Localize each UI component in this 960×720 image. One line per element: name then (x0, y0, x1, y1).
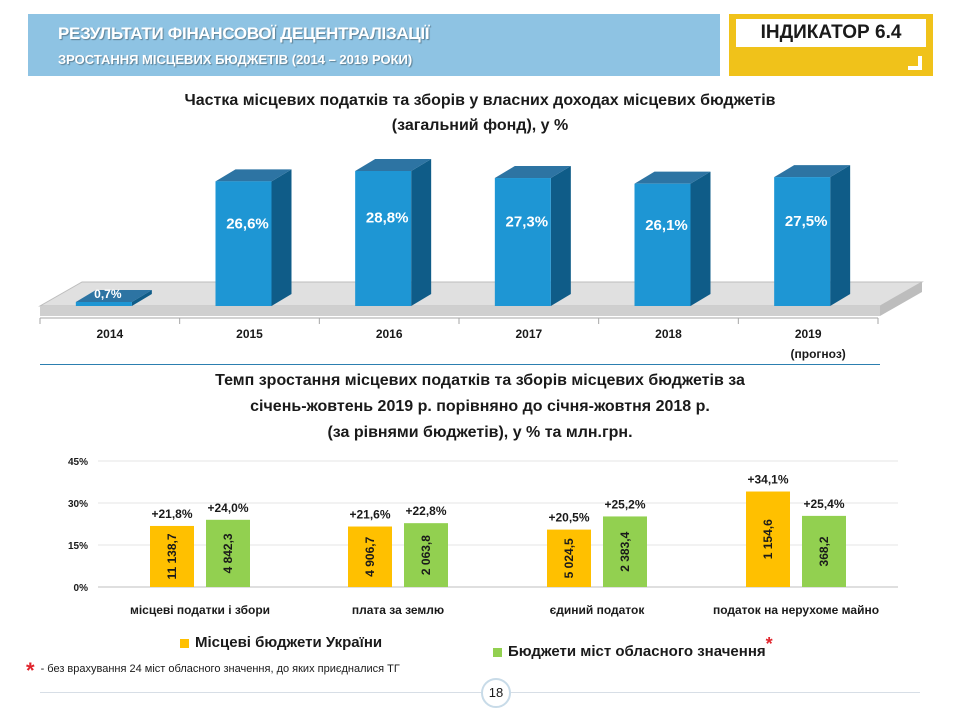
footnote-star: * (26, 658, 35, 683)
chart2-x-tick-label: податок на нерухоме майно (713, 603, 879, 617)
chart2-x-tick-label: єдиний податок (550, 603, 646, 617)
chart2-amount-label: 4 842,3 (221, 533, 235, 573)
chart2-y-tick-label: 15% (68, 541, 88, 552)
chart1-floor-front (40, 306, 880, 316)
chart2-growth-label: +21,8% (151, 507, 192, 521)
chart2-bar (802, 515, 846, 587)
chart1-bar-side (830, 165, 851, 306)
legend-label-2: Бюджети міст обласного значення (508, 643, 766, 660)
chart1-bar-side (131, 290, 152, 306)
chart2-bar (603, 516, 647, 587)
chart2-bar (348, 526, 392, 587)
chart1-bar-top (774, 165, 851, 178)
chart2-amount-label: 2 063,8 (419, 535, 433, 575)
legend-swatch-orange (180, 638, 189, 648)
chart1-x-tick-label: 2015 (236, 327, 263, 341)
chart2-title-line1: Темп зростання місцевих податків та збор… (215, 372, 745, 389)
chart1-bar (774, 177, 831, 306)
chart1-bar-top (355, 159, 432, 171)
page-number: 18 (481, 678, 511, 708)
chart2-bar (746, 491, 790, 587)
chart1-title: Частка місцевих податків та зборів у вла… (120, 88, 840, 138)
chart2-bar (150, 525, 194, 587)
chart1-x-sublabel: (прогноз) (791, 347, 846, 361)
section-divider (40, 364, 880, 365)
chart2-bar (547, 529, 591, 587)
chart1-bar-top (75, 290, 152, 302)
chart1-value-label: 26,6% (226, 216, 269, 233)
chart2-x-tick-label: плата за землю (352, 603, 444, 617)
corner-mark-icon (908, 56, 922, 70)
chart2-amount-label: 11 138,7 (165, 533, 179, 579)
page-subtitle: ЗРОСТАННЯ МІСЦЕВИХ БЮДЖЕТІВ (2014 – 2019… (58, 52, 413, 67)
chart1-bar-side (271, 169, 292, 306)
indicator-label: ІНДИКАТОР 6.4 (736, 19, 926, 47)
chart1-x-tick-label: 2018 (655, 327, 682, 341)
chart1-value-label: 27,5% (785, 213, 828, 230)
chart1-bar (355, 171, 412, 306)
chart2-growth-label: +25,2% (604, 497, 645, 511)
chart1-bar-side (550, 166, 571, 306)
chart2-amount-label: 1 154,6 (761, 519, 775, 559)
chart2-grouped-bar-chart: 0% 15% 30% 45% +21,8% 11 138,7 +24,0% 4 842,3 мі… (68, 457, 898, 617)
chart1-value-label: 27,3% (506, 214, 549, 231)
chart2-amount-label: 2 383,4 (618, 531, 632, 571)
chart2-title: Темп зростання місцевих податків та збор… (120, 368, 840, 446)
legend-swatch-green (493, 647, 502, 657)
chart2-amount-label: 368,2 (817, 536, 831, 566)
chart2-amount-label: 5 024,5 (562, 538, 576, 578)
chart2-y-tick-label: 45% (68, 457, 88, 468)
chart2-x-tick-label: місцеві податки і збори (130, 603, 270, 617)
header-banner (28, 14, 720, 76)
chart1-bar (75, 302, 132, 306)
chart2-title-line2: січень-жовтень 2019 р. порівняно до січн… (250, 398, 710, 415)
chart1-value-label: 26,1% (645, 217, 688, 234)
chart1-bar-side (690, 171, 711, 306)
chart2-growth-label: +22,8% (405, 504, 446, 518)
chart1-bar (634, 183, 691, 306)
chart2-growth-label: +34,1% (747, 473, 788, 487)
chart1-x-tick-label: 2014 (96, 327, 123, 341)
legend-star: * (765, 634, 773, 654)
chart1-bar (215, 181, 272, 306)
page-footer-line (40, 692, 920, 693)
footnote-text: - без врахування 24 міст обласного значе… (40, 663, 400, 675)
chart1-value-label: 0,7% (94, 287, 122, 301)
chart1-bar (494, 178, 551, 306)
chart2-growth-label: +20,5% (548, 511, 589, 525)
chart1-bar-side (411, 159, 432, 306)
chart1-floor-side (880, 282, 922, 316)
legend-label-1: Місцеві бюджети України (195, 634, 383, 651)
legend-item-city-budgets: Бюджети міст обласного значення* (493, 634, 773, 660)
footnote: * - без врахування 24 міст обласного знач… (26, 658, 400, 684)
chart2-bar (404, 523, 448, 587)
chart1-x-tick-label: 2017 (515, 327, 542, 341)
chart1-3d-bar-chart: 0,7% 2014 26,6% 2015 28,8% 2016 27,3% 2017 26,1%… (38, 159, 924, 361)
chart2-amount-label: 4 906,7 (363, 536, 377, 576)
chart1-x-tick-label: 2019 (795, 327, 822, 341)
chart2-bar (206, 519, 250, 587)
chart2-growth-label: +21,6% (349, 508, 390, 522)
page-title: РЕЗУЛЬТАТИ ФІНАНСОВОЇ ДЕЦЕНТРАЛІЗАЦІЇ (58, 24, 430, 43)
chart2-growth-label: +24,0% (207, 501, 248, 515)
chart2-y-tick-label: 0% (74, 583, 89, 594)
chart1-title-line2: (загальний фонд), у % (391, 117, 569, 134)
chart2-y-tick-label: 30% (68, 499, 88, 510)
chart1-title-line1: Частка місцевих податків та зборів у вла… (184, 92, 776, 109)
chart1-value-label: 28,8% (366, 209, 409, 226)
chart1-bar-top (494, 166, 571, 179)
chart2-growth-label: +25,4% (803, 497, 844, 511)
chart1-bar-top (215, 169, 292, 182)
legend-item-local-budgets: Місцеві бюджети України (180, 634, 382, 651)
chart2-title-line3: (за рівнями бюджетів), у % та млн.грн. (327, 424, 633, 441)
chart1-bar-top (634, 171, 711, 184)
chart1-x-tick-label: 2016 (376, 327, 403, 341)
